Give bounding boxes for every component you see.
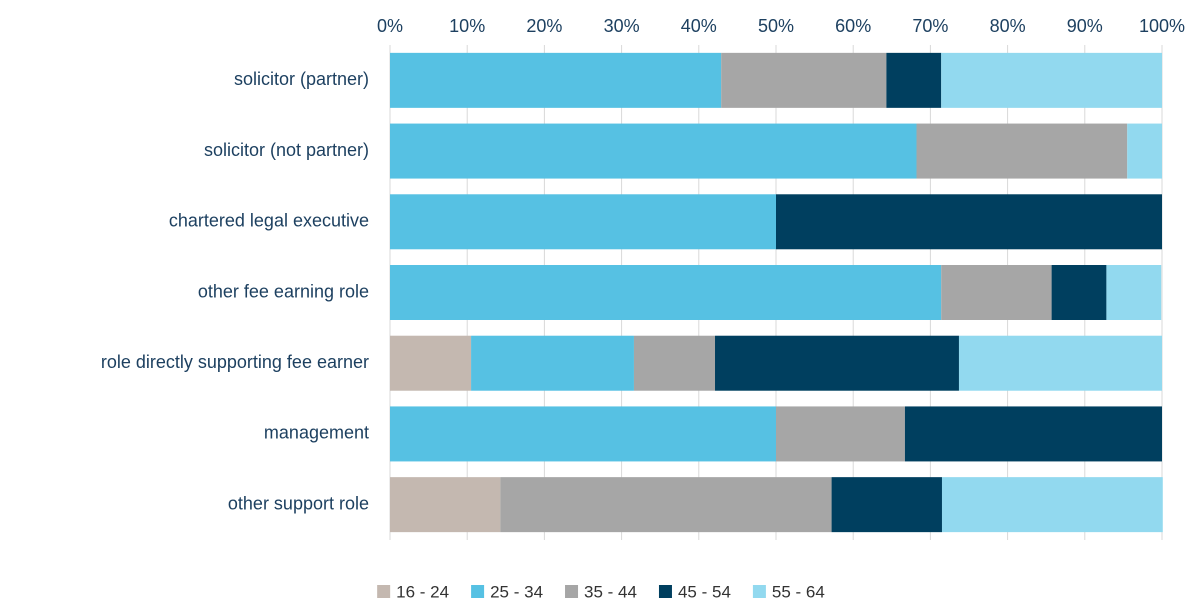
bar-segment: [471, 335, 634, 391]
bar-segment: [390, 477, 501, 533]
x-tick-label: 50%: [758, 16, 794, 36]
bar-segment: [390, 123, 917, 179]
legend-swatch: [471, 585, 485, 598]
bar-segment: [958, 335, 1162, 391]
bar-segment: [776, 194, 1162, 250]
bar-segment: [941, 477, 1163, 533]
y-tick-label: other fee earning role: [198, 281, 369, 301]
bar-segment: [390, 194, 776, 250]
bar-segment: [390, 52, 722, 108]
bar-segment: [941, 52, 1162, 108]
legend-label: 35 - 44: [584, 582, 637, 601]
y-tick-label: solicitor (not partner): [204, 140, 369, 160]
x-tick-label: 20%: [526, 16, 562, 36]
bar-segment: [831, 477, 942, 533]
y-tick-label: management: [264, 423, 369, 443]
y-tick-label: other support role: [228, 493, 369, 513]
legend-label: 45 - 54: [678, 582, 731, 601]
legend-label: 16 - 24: [396, 582, 449, 601]
legend-swatch: [658, 585, 672, 598]
bar-segment: [633, 335, 716, 391]
bar-segment: [390, 335, 472, 391]
legend-swatch: [752, 585, 766, 598]
legend-swatch: [565, 585, 579, 598]
legend-swatch: [377, 585, 391, 598]
x-tick-label: 10%: [449, 16, 485, 36]
x-tick-label: 80%: [990, 16, 1026, 36]
x-tick-label: 100%: [1139, 16, 1185, 36]
y-tick-label: solicitor (partner): [234, 69, 369, 89]
x-tick-label: 40%: [681, 16, 717, 36]
x-tick-label: 90%: [1067, 16, 1103, 36]
legend-label: 25 - 34: [490, 582, 543, 601]
y-tick-label: chartered legal executive: [169, 211, 369, 231]
bar-segment: [1051, 265, 1107, 320]
bar-segment: [776, 406, 905, 462]
bar-segment: [1106, 265, 1162, 320]
bar-segment: [390, 265, 942, 320]
x-tick-label: 70%: [912, 16, 948, 36]
bar-segment: [904, 406, 1162, 462]
x-tick-label: 60%: [835, 16, 871, 36]
bar-segment: [941, 265, 1052, 320]
bar-segment: [916, 123, 1128, 179]
bar-segment: [390, 406, 776, 462]
bar-segment: [886, 52, 942, 108]
bar-segment: [500, 477, 832, 533]
bar-segment: [1127, 123, 1162, 179]
x-tick-label: 0%: [377, 16, 403, 36]
y-tick-label: role directly supporting fee earner: [101, 352, 369, 372]
x-tick-label: 30%: [604, 16, 640, 36]
legend-label: 55 - 64: [772, 582, 825, 601]
bar-segment: [721, 52, 887, 108]
bar-segment: [715, 335, 959, 391]
